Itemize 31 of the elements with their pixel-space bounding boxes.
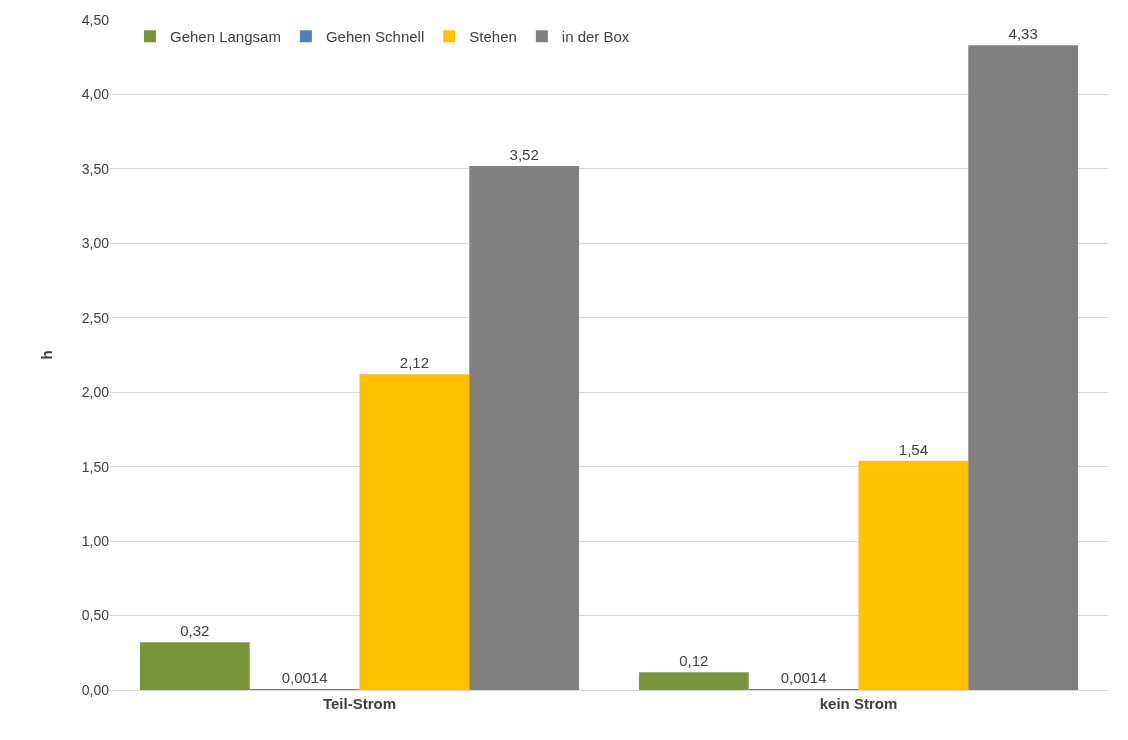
y-tick-label: 4,50 xyxy=(81,11,110,28)
data-label: 3,52 xyxy=(509,145,539,163)
bar xyxy=(638,672,749,690)
y-tick-label: 4,00 xyxy=(81,86,110,103)
data-label: 0,12 xyxy=(679,652,709,670)
y-tick-label: 3,00 xyxy=(81,235,110,252)
legend-label: Gehen Langsam xyxy=(169,28,281,46)
bar xyxy=(469,165,580,690)
legend-label: Gehen Schnell xyxy=(325,28,425,46)
data-label: 2,12 xyxy=(399,354,429,372)
y-tick-label: 3,50 xyxy=(81,160,110,177)
data-label: 0,32 xyxy=(180,622,210,640)
data-label: 0,0014 xyxy=(281,669,328,686)
bar xyxy=(139,642,250,690)
legend-label: Stehen xyxy=(469,28,517,46)
data-label: 1,54 xyxy=(898,440,928,458)
x-tick-label: kein Strom xyxy=(819,695,898,712)
y-tick-label: 2,00 xyxy=(81,384,110,401)
y-tick-label: 0,50 xyxy=(81,607,110,624)
y-axis-title: h xyxy=(38,350,55,360)
y-tick-label: 2,50 xyxy=(81,309,110,326)
bar xyxy=(359,374,470,690)
x-tick-label: Teil-Strom xyxy=(322,695,397,712)
legend-label: in der Box xyxy=(561,28,630,46)
bar xyxy=(968,45,1079,690)
y-tick-label: 1,50 xyxy=(81,458,110,475)
data-label: 0,0014 xyxy=(780,669,827,686)
y-tick-label: 1,00 xyxy=(81,533,110,550)
y-tick-label: 0,00 xyxy=(81,681,110,698)
data-label: 4,33 xyxy=(1008,25,1038,43)
bar xyxy=(858,460,969,690)
